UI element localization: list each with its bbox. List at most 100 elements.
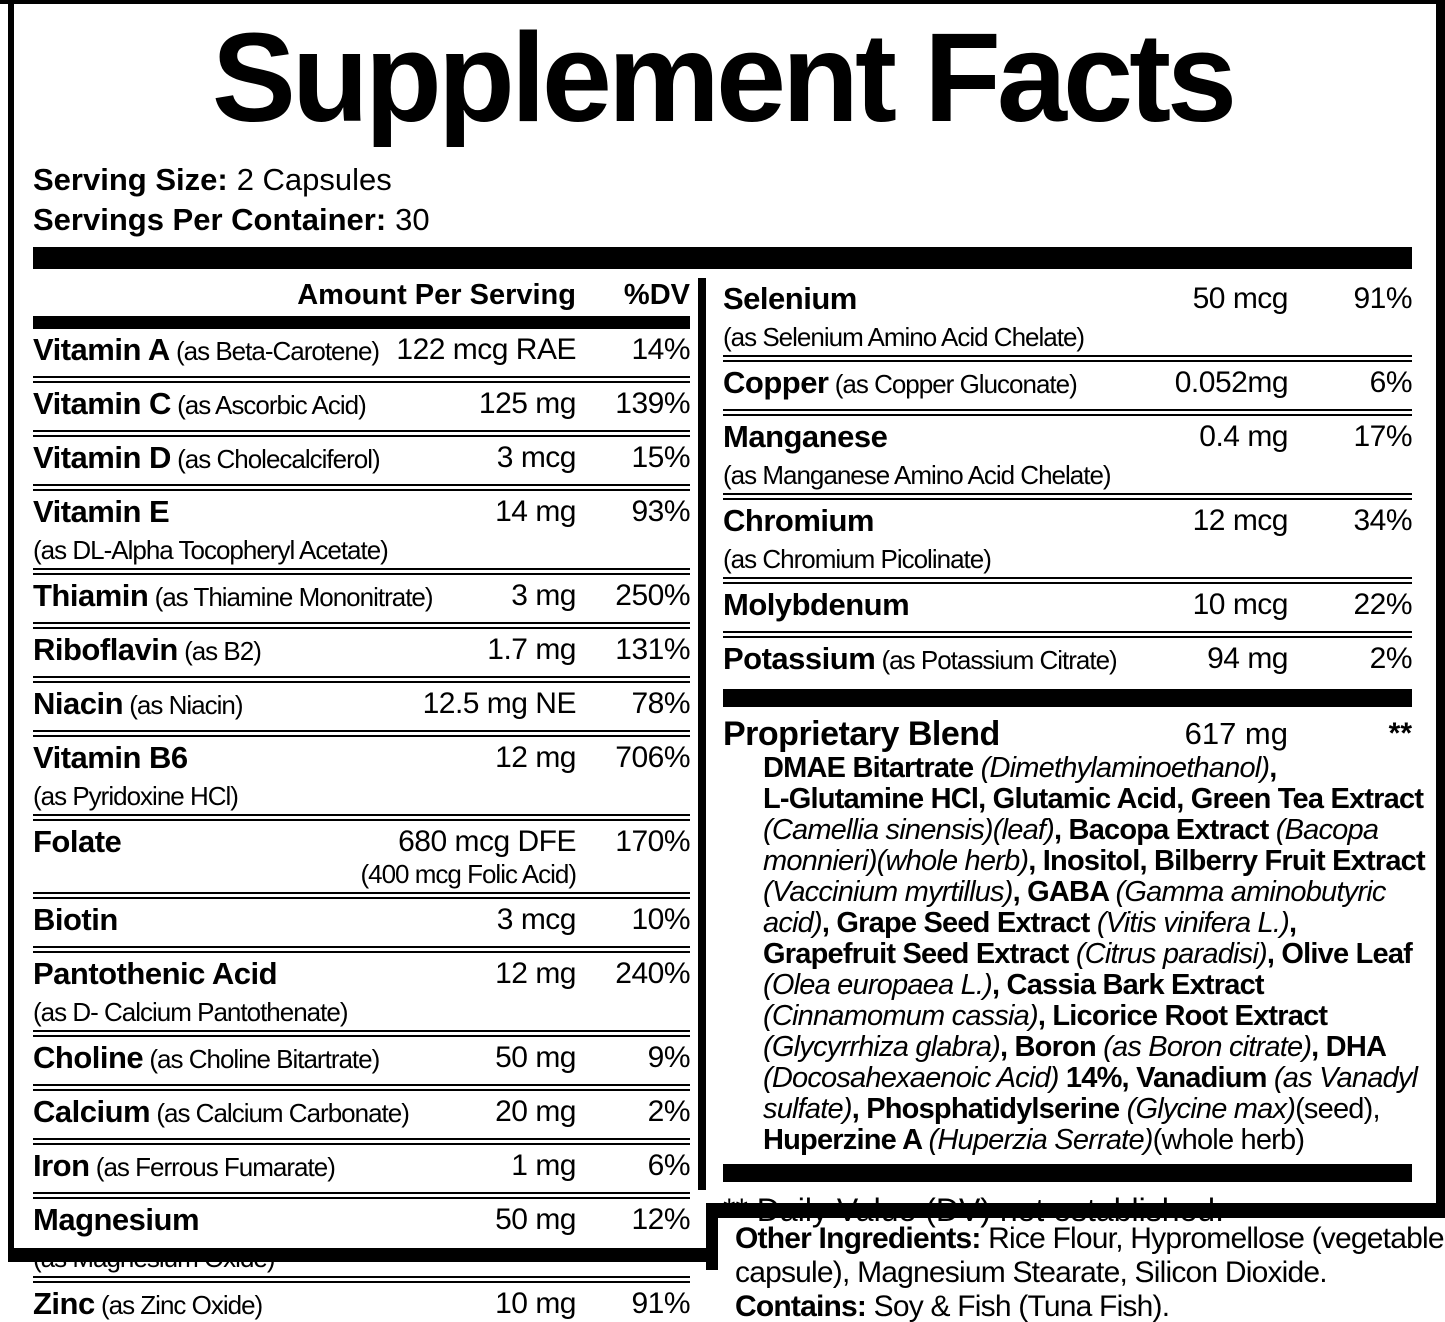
other-ingredients-section: Other Ingredients: Rice Flour, Hypromell… bbox=[735, 1222, 1445, 1322]
nutrient-dv: 139% bbox=[615, 387, 690, 420]
text-segment: , Licorice Root Extract bbox=[1037, 1000, 1328, 1032]
row-separator bbox=[33, 1276, 690, 1283]
outer-border-left bbox=[8, 0, 14, 1262]
nutrient-name-cell: Molybdenum bbox=[723, 588, 1179, 628]
right-nutrient-rows: Selenium (as Selenium Amino Acid Chelate)… bbox=[723, 278, 1413, 685]
blend-ingredient-line: monnieri)(whole herb), Inositol, Bilberr… bbox=[763, 845, 1426, 877]
blend-ingredient-line: (Olea europaea L.), Cassia Bark Extract bbox=[763, 970, 1412, 1001]
nutrient-name-cell: Potassium (as Potassium Citrate) bbox=[723, 642, 1193, 682]
other-ingredients-top-border bbox=[706, 1203, 1445, 1218]
nutrient-amount: 10 mcg bbox=[1192, 588, 1289, 621]
nutrient-amount: 50 mg bbox=[495, 1041, 576, 1074]
nutrient-row: Vitamin C (as Ascorbic Acid) 125 mg 139% bbox=[33, 383, 691, 430]
row-separator bbox=[723, 631, 1412, 638]
nutrient-form-subline: (as Magnesium Oxide) bbox=[33, 1243, 276, 1273]
blend-top-bar bbox=[723, 689, 1412, 707]
nutrients-column-left: Amount Per Serving %DV Vitamin A (as Bet… bbox=[33, 278, 691, 1322]
row-separator bbox=[33, 622, 690, 629]
nutrient-dv: 17% bbox=[1353, 420, 1412, 453]
blend-ingredient-line: (Cinnamomum cassia), Licorice Root Extra… bbox=[763, 1001, 1412, 1032]
nutrient-amount: 1.7 mg bbox=[487, 633, 576, 666]
nutrient-name: Vitamin B6 bbox=[33, 740, 188, 775]
nutrient-row: Choline (as Choline Bitartrate) 50 mg 9% bbox=[33, 1037, 691, 1084]
nutrient-name: Calcium bbox=[33, 1094, 151, 1129]
nutrient-dv: 2% bbox=[647, 1095, 691, 1128]
nutrient-name-cell: Folate bbox=[33, 825, 346, 865]
nutrient-row: Manganese (as Manganese Amino Acid Chelat… bbox=[723, 416, 1413, 493]
row-separator bbox=[33, 1192, 690, 1199]
nutrient-row: Vitamin B6 (as Pyridoxine HCl) 12 mg 706% bbox=[33, 737, 691, 814]
nutrient-name-cell: Vitamin A (as Beta-Carotene) bbox=[33, 333, 382, 373]
nutrient-dv: 34% bbox=[1353, 504, 1412, 537]
text-segment: (Vaccinium myrtillus) bbox=[763, 876, 1013, 908]
row-separator bbox=[33, 484, 690, 491]
text-segment: , GABA bbox=[1012, 876, 1116, 908]
nutrient-form: (as Ascorbic Acid) bbox=[170, 390, 367, 420]
text-segment: , Inositol, Bilberry Fruit Extract bbox=[1028, 845, 1425, 877]
footnote-top-bar bbox=[723, 1164, 1412, 1182]
nutrient-form-subline: (as D- Calcium Pantothenate) bbox=[33, 997, 348, 1027]
other-ingredients-line: Contains: Soy & Fish (Tuna Fish). bbox=[735, 1290, 1440, 1322]
nutrient-dv: 10% bbox=[631, 903, 690, 936]
column-divider bbox=[698, 278, 706, 1190]
nutrient-name: Molybdenum bbox=[723, 587, 910, 622]
nutrient-amount: 50 mg bbox=[495, 1203, 576, 1236]
nutrient-dv: 78% bbox=[631, 687, 690, 720]
nutrient-form-subline: (as Manganese Amino Acid Chelate) bbox=[723, 460, 1112, 490]
text-segment: 14%, Vanadium bbox=[1058, 1062, 1274, 1094]
other-ingredients-line: capsule), Magnesium Stearate, Silicon Di… bbox=[735, 1256, 1440, 1290]
nutrient-dv: 12% bbox=[631, 1203, 690, 1236]
nutrient-name: Niacin bbox=[33, 686, 124, 721]
outer-border-top bbox=[0, 0, 1445, 4]
row-separator bbox=[33, 430, 690, 437]
nutrient-dv: 250% bbox=[615, 579, 690, 612]
row-separator bbox=[33, 376, 690, 383]
nutrient-row: Vitamin E (as DL-Alpha Tocopheryl Acetate… bbox=[33, 491, 691, 568]
text-segment: Rice Flour, Hypromellose (vegetable bbox=[988, 1222, 1444, 1255]
other-ingredients-line: Other Ingredients: Rice Flour, Hypromell… bbox=[735, 1222, 1445, 1256]
text-segment: , DHA bbox=[1311, 1031, 1387, 1063]
text-segment: monnieri)(whole herb) bbox=[763, 845, 1029, 877]
nutrient-row: Calcium (as Calcium Carbonate) 20 mg 2% bbox=[33, 1091, 691, 1138]
nutrient-name-cell: Riboflavin (as B2) bbox=[33, 633, 473, 673]
blend-ingredient-line: DMAE Bitartrate (Dimethylaminoethanol), bbox=[763, 753, 1412, 784]
nutrient-dv: 2% bbox=[1369, 642, 1413, 675]
nutrient-form: (as Beta-Carotene) bbox=[169, 336, 380, 366]
nutrient-dv: 6% bbox=[1369, 366, 1413, 399]
row-separator bbox=[723, 355, 1412, 362]
row-separator bbox=[33, 814, 690, 821]
text-segment: Other Ingredients: bbox=[735, 1222, 989, 1255]
row-separator bbox=[33, 676, 690, 683]
text-segment: (Olea europaea L.) bbox=[763, 969, 993, 1001]
nutrient-dv: 131% bbox=[615, 633, 690, 666]
nutrient-row: Vitamin A (as Beta-Carotene) 122 mcg RAE 1… bbox=[33, 329, 691, 376]
nutrient-amount: 50 mcg bbox=[1192, 282, 1289, 315]
daily-value-footnote: ** Daily Value (DV) not established. bbox=[723, 1192, 1224, 1228]
text-segment: (Citrus paradisi) bbox=[1075, 938, 1268, 970]
row-separator bbox=[723, 577, 1412, 584]
nutrient-name: Riboflavin bbox=[33, 632, 178, 667]
nutrient-form: (as Thiamine Mononitrate) bbox=[148, 582, 434, 612]
nutrient-form: (as B2) bbox=[177, 636, 262, 666]
text-segment: , Olive Leaf bbox=[1266, 938, 1413, 970]
row-separator bbox=[33, 1138, 690, 1145]
other-ingredients-left-border bbox=[706, 1203, 718, 1270]
proprietary-blend-ingredients: DMAE Bitartrate (Dimethylaminoethanol), L… bbox=[723, 753, 1426, 1156]
nutrient-name-cell: Copper (as Copper Gluconate) bbox=[723, 366, 1161, 406]
text-segment: (Vitis vinifera L.) bbox=[1096, 907, 1290, 939]
nutrient-row: Thiamin (as Thiamine Mononitrate) 3 mg 250… bbox=[33, 575, 691, 622]
nutrient-form: (as Calcium Carbonate) bbox=[150, 1098, 410, 1128]
nutrient-dv: 706% bbox=[615, 741, 690, 774]
nutrient-name: Thiamin bbox=[33, 578, 149, 613]
page-title: Supplement Facts bbox=[211, 7, 1237, 148]
nutrient-dv: 15% bbox=[631, 441, 690, 474]
text-segment: (Camellia sinensis)(leaf) bbox=[763, 814, 1055, 846]
nutrient-name-cell: Vitamin C (as Ascorbic Acid) bbox=[33, 387, 465, 427]
text-segment: (Docosahexaenoic Acid) bbox=[763, 1062, 1059, 1094]
row-separator bbox=[33, 1084, 690, 1091]
blend-ingredient-line: (Docosahexaenoic Acid) 14%, Vanadium (as… bbox=[763, 1062, 1418, 1094]
text-segment: Grapefruit Seed Extract bbox=[763, 938, 1076, 970]
nutrient-dv: 14% bbox=[631, 333, 690, 366]
text-segment: , Phosphatidylserine bbox=[851, 1093, 1127, 1125]
nutrient-name-cell: Iron (as Ferrous Fumarate) bbox=[33, 1149, 497, 1189]
